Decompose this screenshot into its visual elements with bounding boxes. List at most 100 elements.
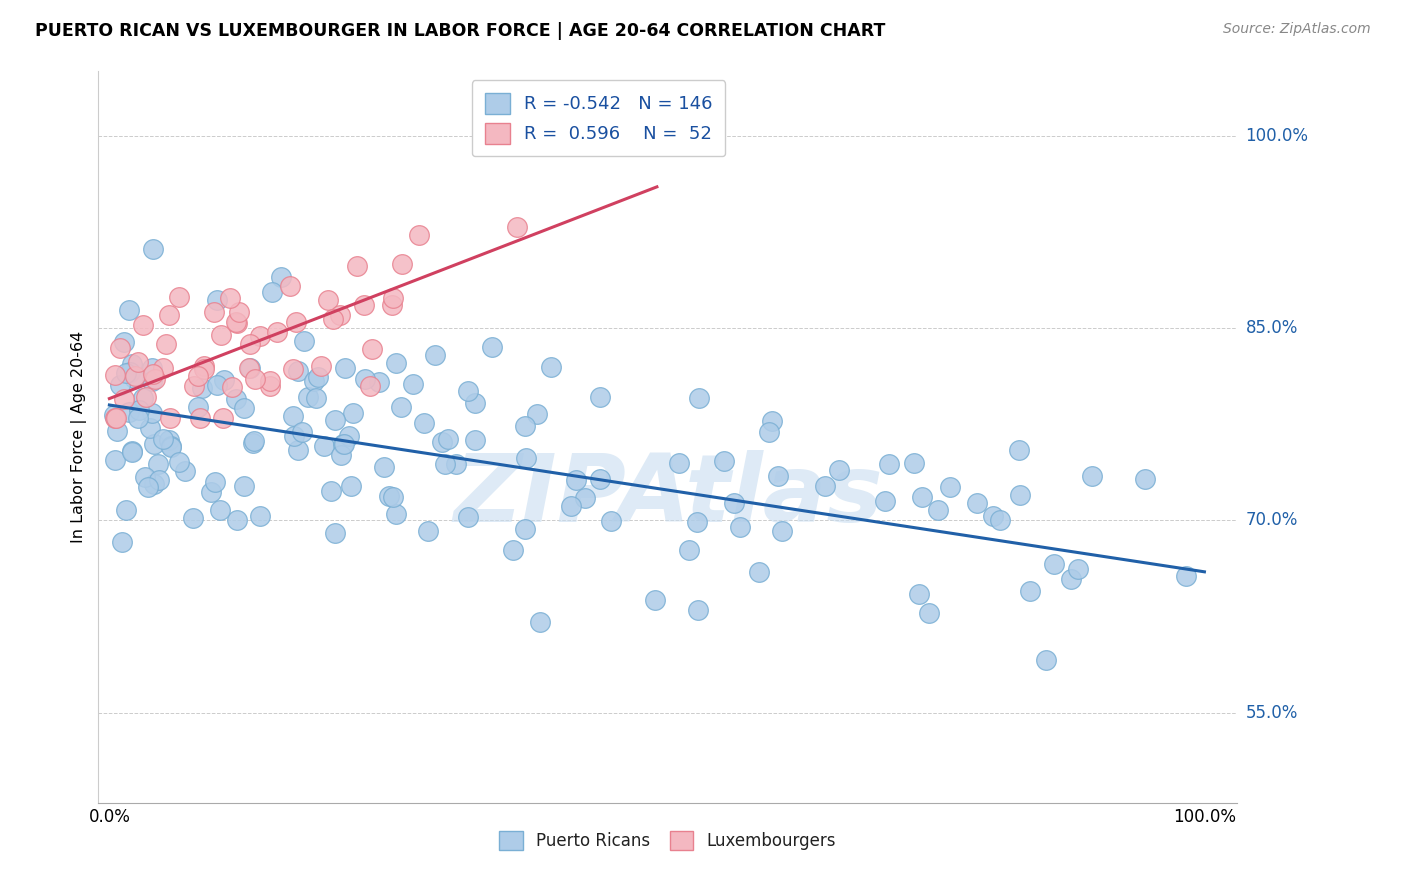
- Point: [373, 459, 395, 474]
- Point: [529, 615, 551, 629]
- Point: [122, 370, 145, 384]
- Point: [159, 410, 181, 425]
- Point: [128, 402, 150, 417]
- Point: [283, 361, 305, 376]
- Point: [202, 305, 225, 319]
- Point: [644, 593, 666, 607]
- Point: [402, 377, 425, 392]
- Point: [225, 512, 247, 526]
- Point: [124, 369, 146, 384]
- Text: 55.0%: 55.0%: [1246, 704, 1298, 722]
- Point: [205, 293, 228, 308]
- Point: [105, 424, 128, 438]
- Point: [713, 454, 735, 468]
- Point: [314, 439, 336, 453]
- Point: [160, 440, 183, 454]
- Point: [668, 456, 690, 470]
- Point: [1060, 572, 1083, 586]
- Point: [209, 327, 232, 342]
- Point: [143, 476, 166, 491]
- Point: [1035, 653, 1057, 667]
- Point: [305, 391, 328, 405]
- Y-axis label: In Labor Force | Age 20-64: In Labor Force | Age 20-64: [72, 331, 87, 543]
- Point: [292, 334, 315, 348]
- Point: [918, 606, 941, 620]
- Point: [304, 374, 326, 388]
- Point: [873, 494, 896, 508]
- Point: [378, 489, 401, 503]
- Point: [337, 429, 360, 443]
- Point: [142, 367, 165, 381]
- Point: [121, 357, 143, 371]
- Point: [565, 473, 588, 487]
- Point: [204, 475, 226, 489]
- Point: [167, 455, 190, 469]
- Point: [139, 421, 162, 435]
- Point: [287, 363, 309, 377]
- Point: [381, 298, 404, 312]
- Point: [464, 396, 486, 410]
- Point: [589, 472, 612, 486]
- Point: [877, 458, 900, 472]
- Point: [329, 308, 352, 322]
- Point: [382, 490, 405, 504]
- Point: [108, 341, 131, 355]
- Point: [335, 361, 357, 376]
- Text: 70.0%: 70.0%: [1246, 511, 1298, 530]
- Point: [502, 542, 524, 557]
- Point: [157, 434, 180, 448]
- Point: [157, 308, 180, 322]
- Point: [225, 392, 247, 406]
- Point: [354, 372, 377, 386]
- Point: [232, 479, 254, 493]
- Point: [115, 503, 138, 517]
- Point: [560, 499, 582, 513]
- Point: [148, 473, 170, 487]
- Point: [112, 334, 135, 349]
- Point: [589, 390, 612, 404]
- Point: [211, 410, 233, 425]
- Point: [340, 479, 363, 493]
- Point: [391, 257, 413, 271]
- Point: [430, 434, 453, 449]
- Point: [297, 390, 319, 404]
- Point: [111, 534, 134, 549]
- Point: [360, 342, 382, 356]
- Point: [770, 524, 793, 538]
- Point: [457, 510, 479, 524]
- Point: [127, 355, 149, 369]
- Point: [141, 406, 163, 420]
- Point: [146, 458, 169, 472]
- Point: [159, 439, 181, 453]
- Point: [242, 434, 264, 448]
- Point: [330, 448, 353, 462]
- Point: [205, 378, 228, 392]
- Point: [104, 410, 127, 425]
- Point: [723, 495, 745, 509]
- Point: [238, 337, 260, 351]
- Point: [907, 587, 929, 601]
- Point: [688, 391, 710, 405]
- Point: [143, 372, 166, 386]
- Point: [121, 445, 143, 459]
- Point: [167, 290, 190, 304]
- Point: [233, 401, 256, 416]
- Point: [142, 437, 165, 451]
- Point: [436, 432, 458, 446]
- Point: [444, 458, 467, 472]
- Point: [506, 219, 529, 234]
- Text: 85.0%: 85.0%: [1246, 319, 1298, 337]
- Point: [266, 325, 288, 339]
- Point: [966, 495, 988, 509]
- Point: [225, 315, 247, 329]
- Point: [280, 278, 302, 293]
- Point: [316, 293, 339, 308]
- Point: [368, 375, 391, 389]
- Legend: Puerto Ricans, Luxembourgers: Puerto Ricans, Luxembourgers: [492, 824, 844, 856]
- Point: [127, 411, 149, 425]
- Point: [686, 515, 709, 529]
- Point: [389, 400, 412, 414]
- Point: [827, 463, 849, 477]
- Point: [132, 392, 155, 406]
- Point: [259, 374, 281, 388]
